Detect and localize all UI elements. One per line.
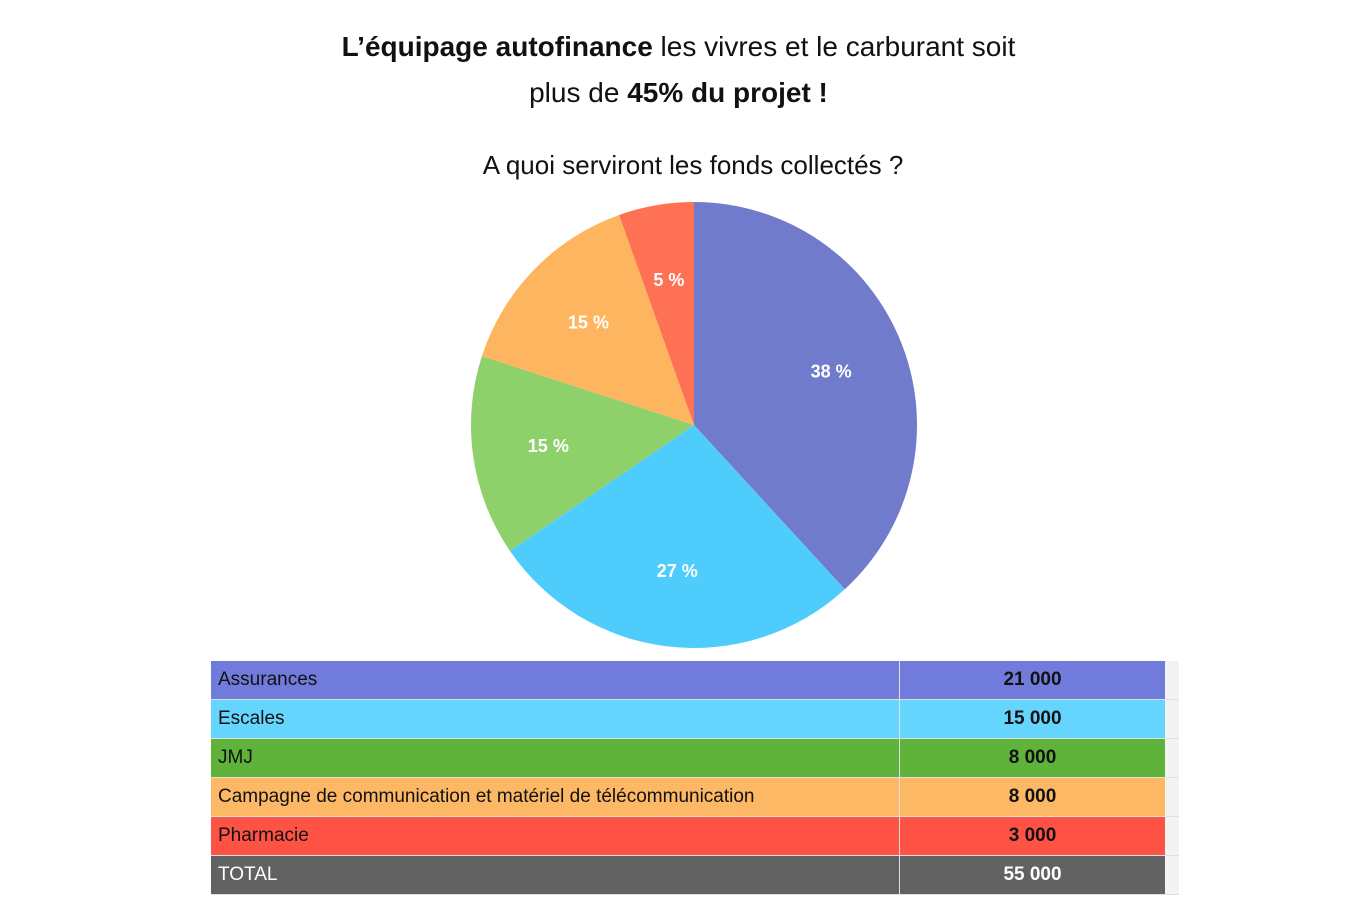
table-cell-value: 15 000 (899, 699, 1166, 739)
table-cell-pad (1165, 699, 1179, 739)
table-cell-pad (1165, 777, 1179, 817)
table-total-label: TOTAL (211, 855, 900, 895)
headline-bold-2: 45% du projet ! (627, 77, 828, 108)
table-cell-value: 21 000 (899, 661, 1166, 700)
pie-slice-5 (619, 202, 694, 425)
table-cell-label: Escales (211, 699, 900, 739)
table-total-value: 55 000 (899, 855, 1166, 895)
table-cell-pad (1165, 661, 1179, 700)
table-row: Pharmacie 3 000 (211, 816, 1179, 856)
headline-text-1: les vivres et le carburant soit (652, 31, 1016, 62)
table-cell-pad (1165, 738, 1179, 778)
table-cell-pad (1165, 855, 1179, 895)
table-cell-value: 8 000 (899, 738, 1166, 778)
pie-slice-label: 15 % (528, 436, 569, 456)
pie-slice-4 (481, 214, 694, 425)
headline-text-2: plus de (529, 77, 628, 108)
pie-slice-1 (694, 202, 918, 590)
pie-slice-label: 5 % (653, 270, 684, 290)
table-total-row: TOTAL 55 000 (211, 855, 1179, 895)
pie-slice-3 (471, 356, 694, 551)
pie-slice-label: 38 % (811, 362, 852, 382)
pie-slice-label: 15 % (568, 312, 609, 332)
headline: L’équipage autofinance les vivres et le … (0, 24, 1357, 116)
table-row: Escales 15 000 (211, 699, 1179, 739)
table-cell-value: 8 000 (899, 777, 1166, 817)
table-cell-pad (1165, 816, 1179, 856)
pie-slice-2 (509, 425, 845, 648)
budget-table: Assurances 21 000 Escales 15 000 JMJ 8 0… (211, 661, 1179, 895)
pie-slice-label: 27 % (657, 561, 698, 581)
headline-bold-1: L’équipage autofinance (341, 31, 653, 62)
chart-title: A quoi serviront les fonds collectés ? (482, 150, 904, 180)
table-cell-value: 3 000 (899, 816, 1166, 856)
table-cell-label: Assurances (211, 661, 900, 700)
table-row: JMJ 8 000 (211, 738, 1179, 778)
table-cell-label: JMJ (211, 738, 900, 778)
table-cell-label: Pharmacie (211, 816, 900, 856)
table-row: Assurances 21 000 (211, 661, 1179, 700)
pie-chart: 38 % 27 % 15 % 15 % 5 % (471, 202, 918, 648)
table-row: Campagne de communication et matériel de… (211, 777, 1179, 817)
table-cell-label: Campagne de communication et matériel de… (211, 777, 900, 817)
